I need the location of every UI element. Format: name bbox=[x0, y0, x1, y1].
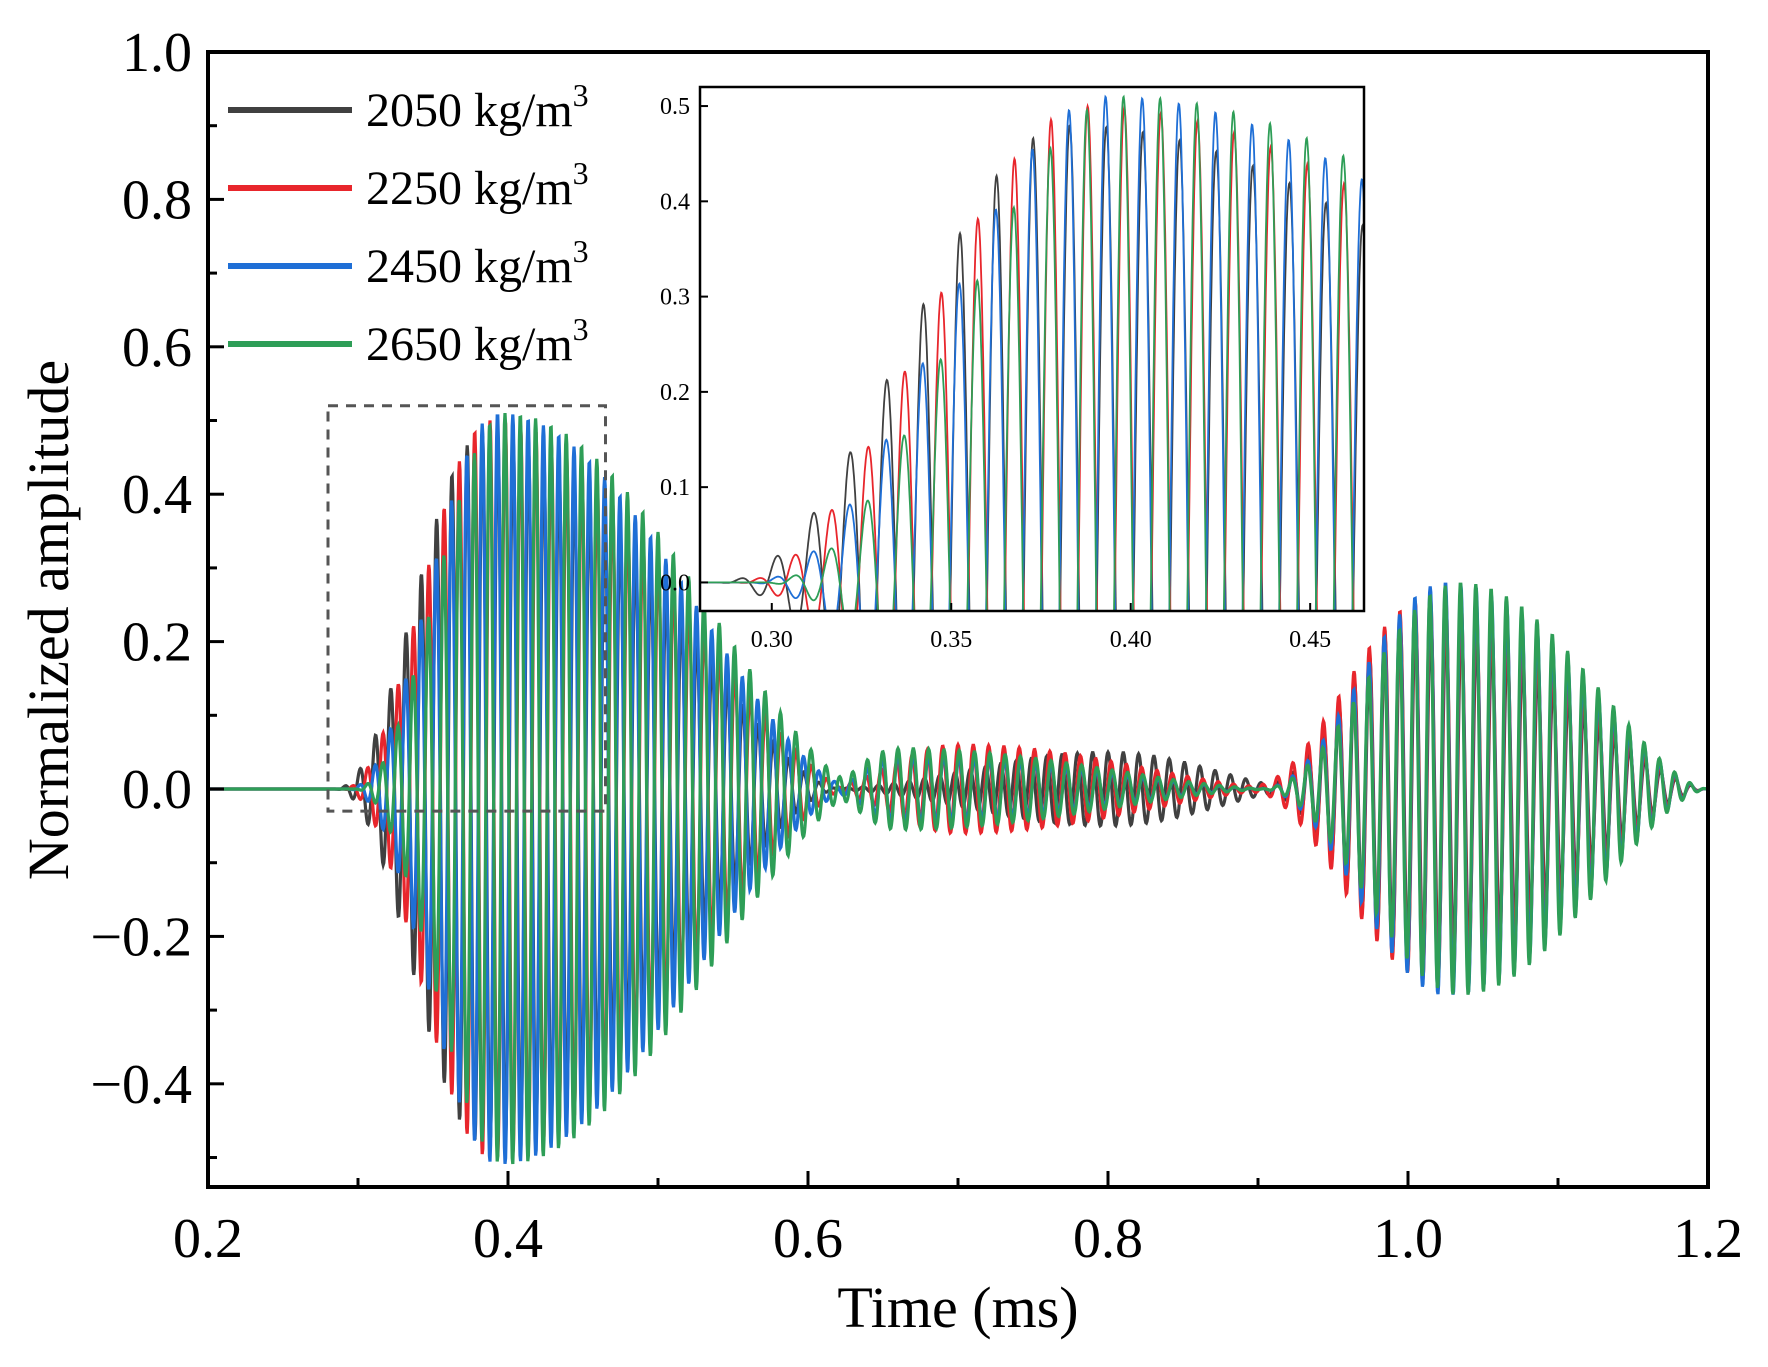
x-tick-label: 0.6 bbox=[773, 1208, 843, 1270]
inset-x-tick-label: 0.45 bbox=[1289, 627, 1331, 653]
x-axis-title: Time (ms) bbox=[837, 1275, 1078, 1340]
legend-label: 2050 kg/m3 bbox=[366, 77, 589, 137]
inset-y-tick-label: 0.3 bbox=[660, 285, 690, 311]
y-tick-label: 0.6 bbox=[122, 317, 192, 379]
y-tick-label: −0.4 bbox=[90, 1054, 192, 1116]
x-tick-label: 0.8 bbox=[1073, 1208, 1143, 1270]
inset-y-tick-label: 0.2 bbox=[660, 380, 690, 406]
inset-x-tick-label: 0.30 bbox=[751, 627, 793, 653]
x-tick-label: 1.0 bbox=[1373, 1208, 1443, 1270]
legend: 2050 kg/m3 2250 kg/m3 2450 kg/m3 2650 kg/m3 bbox=[228, 77, 589, 371]
y-axis-title: Normalized amplitude bbox=[16, 360, 81, 880]
inset-y-tick-label: 0.1 bbox=[660, 475, 690, 501]
inset-x-tick-label: 0.40 bbox=[1110, 627, 1152, 653]
inset-series-line-3 bbox=[700, 94, 1354, 611]
legend-label: 2250 kg/m3 bbox=[366, 155, 589, 215]
x-tick-label: 0.2 bbox=[173, 1208, 243, 1270]
y-tick-label: 1.0 bbox=[122, 22, 192, 84]
x-tick-label: 0.4 bbox=[473, 1208, 543, 1270]
y-tick-label: 0.4 bbox=[122, 464, 192, 526]
inset-series-line-0 bbox=[700, 123, 1364, 611]
inset-y-tick-label: 0.0 bbox=[660, 570, 690, 596]
y-tick-label: 0.2 bbox=[122, 612, 192, 674]
inset-series-line-2 bbox=[700, 94, 1364, 611]
y-tick-label: 0.8 bbox=[122, 169, 192, 231]
legend-label: 2450 kg/m3 bbox=[366, 233, 589, 293]
y-tick-label: −0.2 bbox=[90, 906, 192, 968]
x-tick-label: 1.2 bbox=[1673, 1208, 1743, 1270]
main-ticks-group: 0.2 0.4 0.6 0.8 1.0 1.2 −0.4 −0.2 0.0 0.2 0.4 0.6 0.… bbox=[90, 22, 1743, 1270]
main-series-group bbox=[208, 413, 1708, 1165]
inset-series-group bbox=[700, 94, 1364, 611]
inset-y-tick-label: 0.4 bbox=[660, 189, 690, 215]
y-tick-label: 0.0 bbox=[122, 759, 192, 821]
main-series-line-3 bbox=[208, 413, 1708, 1165]
inset-y-tick-label: 0.5 bbox=[660, 94, 690, 120]
inset-frame bbox=[698, 85, 1366, 613]
inset-x-tick-label: 0.35 bbox=[930, 627, 972, 653]
inset-ticks-group: 0.30 0.35 0.40 0.45 0.0 0.1 0.2 0.3 0.4 0.5 bbox=[660, 94, 1331, 653]
legend-label: 2650 kg/m3 bbox=[366, 311, 589, 371]
